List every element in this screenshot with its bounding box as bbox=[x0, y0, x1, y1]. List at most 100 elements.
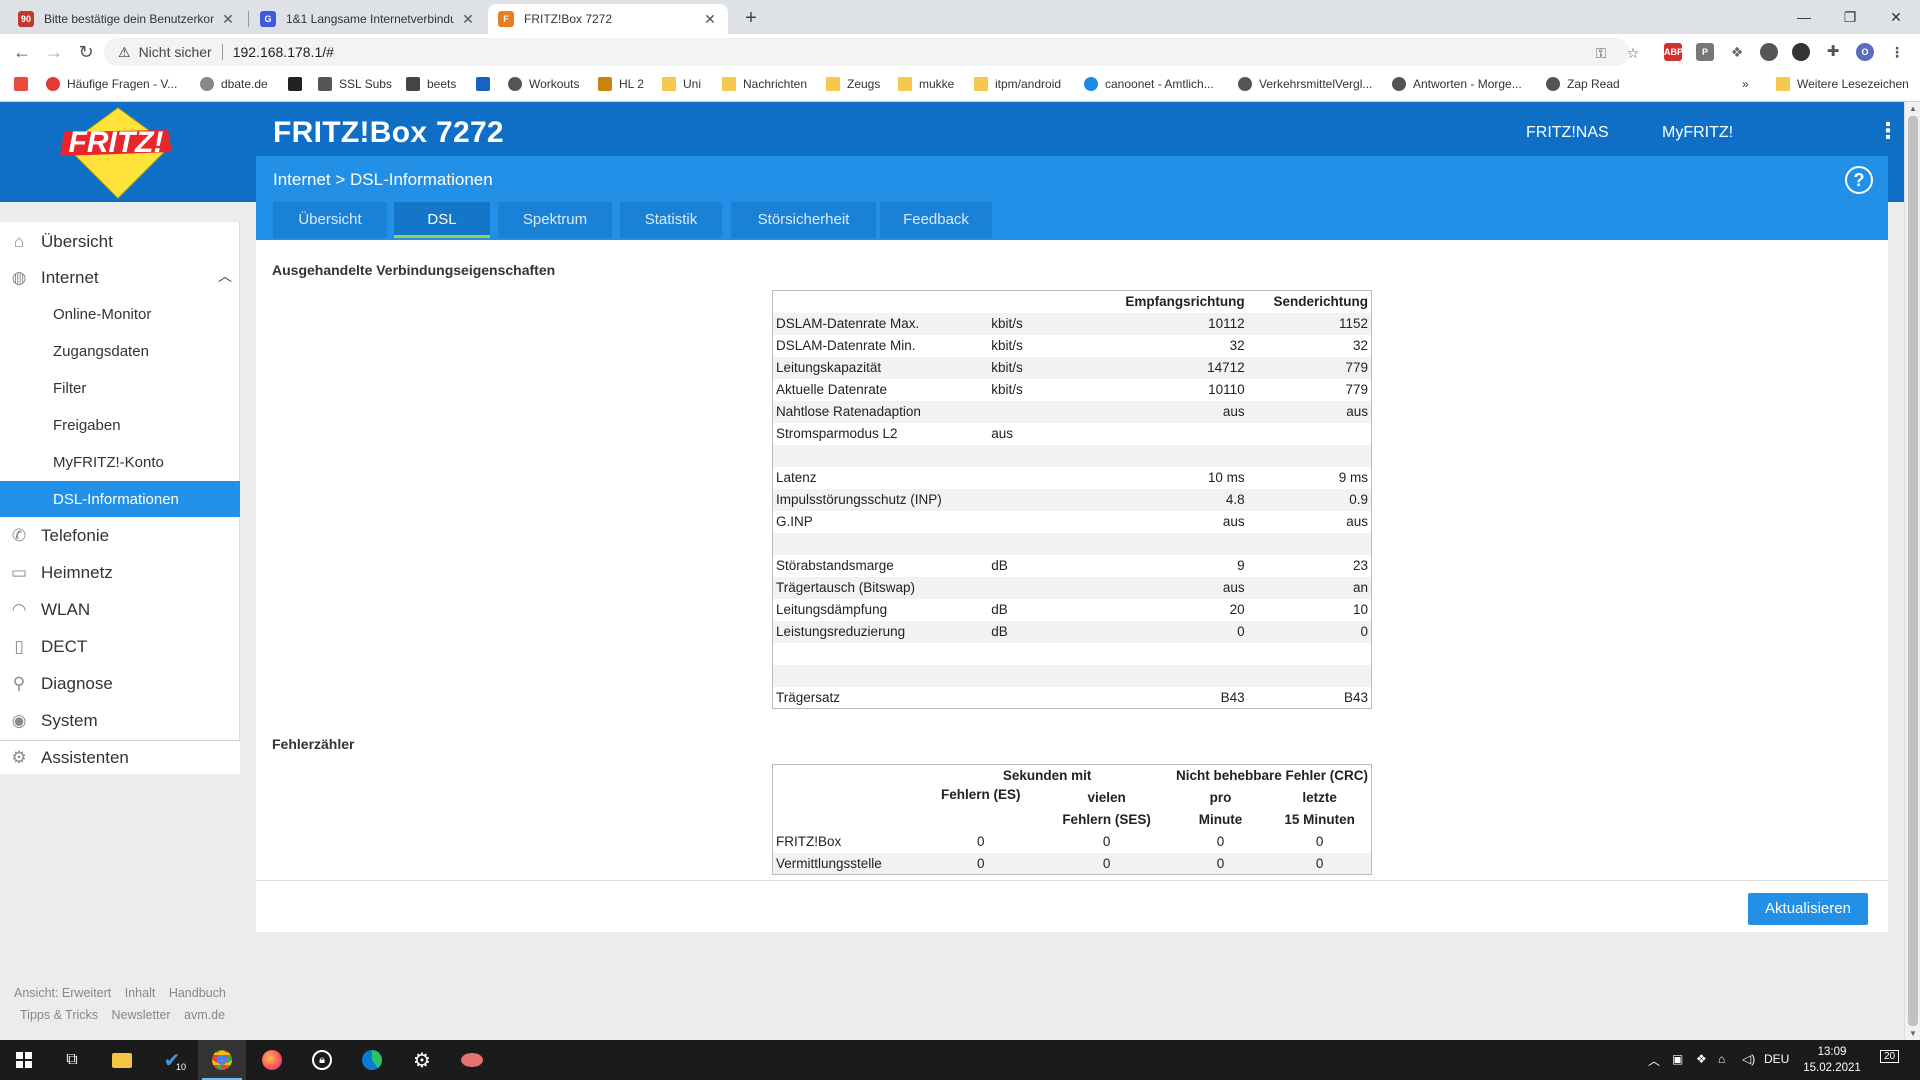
sidebar-item-diagnose[interactable]: ⚲ Diagnose bbox=[0, 666, 240, 702]
bookmark-item[interactable] bbox=[476, 77, 497, 91]
bookmark-item[interactable]: HL 2 bbox=[598, 77, 644, 91]
tab-uebersicht[interactable]: Übersicht bbox=[273, 202, 387, 238]
minimize-icon[interactable]: — bbox=[1797, 9, 1811, 25]
close-icon[interactable]: ✕ bbox=[704, 10, 716, 27]
sidebar-item-assistenten[interactable]: ⚙ Assistenten bbox=[0, 740, 240, 774]
bookmark-item[interactable] bbox=[288, 77, 309, 91]
myfritz-link[interactable]: MyFRITZ! bbox=[1662, 124, 1734, 141]
bookmark-folder[interactable]: Weitere Lesezeichen bbox=[1776, 77, 1909, 91]
kebab-menu-icon[interactable]: ⋮ bbox=[1877, 118, 1899, 143]
p-extension-icon[interactable]: P bbox=[1696, 43, 1714, 61]
footer-link-avm[interactable]: avm.de bbox=[184, 1008, 226, 1022]
scroll-up-icon[interactable]: ▲ bbox=[1909, 104, 1917, 113]
bookmark-item[interactable]: Antworten - Morge... bbox=[1392, 77, 1522, 91]
language-indicator[interactable]: DEU bbox=[1764, 1052, 1790, 1066]
tray-device-icon[interactable]: ▣ bbox=[1672, 1052, 1684, 1066]
cloud-extension-icon[interactable] bbox=[1792, 43, 1810, 61]
taskbar-clock[interactable]: 13:09 15.02.2021 bbox=[1792, 1044, 1872, 1076]
bookmark-item[interactable]: Häufige Fragen - V... bbox=[46, 77, 177, 91]
bookmark-item[interactable] bbox=[14, 77, 35, 91]
forward-icon[interactable]: → bbox=[45, 42, 63, 62]
sidebar-item-system[interactable]: ◉ System bbox=[0, 703, 240, 739]
browser-tab[interactable]: 90 Bitte bestätige dein Benutzerkonto ✕ bbox=[8, 4, 246, 34]
page-scrollbar[interactable]: ▲ ▼ bbox=[1904, 102, 1920, 1040]
password-manager-icon[interactable]: 🔒︎ bbox=[298, 1040, 346, 1080]
edge-icon[interactable] bbox=[348, 1040, 396, 1080]
close-icon[interactable]: ✕ bbox=[222, 10, 234, 27]
settings-icon[interactable]: ⚙ bbox=[413, 1049, 431, 1072]
bookmark-folder[interactable]: Zeugs bbox=[826, 77, 880, 91]
new-tab-icon[interactable]: + bbox=[745, 7, 757, 29]
browser-tab-active[interactable]: F FRITZ!Box 7272 ✕ bbox=[488, 4, 728, 34]
circle-extension-icon[interactable] bbox=[1760, 43, 1778, 61]
bookmark-item[interactable]: Workouts bbox=[508, 77, 579, 91]
bookmark-item[interactable]: VerkehrsmittelVergl... bbox=[1238, 77, 1372, 91]
tab-dsl[interactable]: DSL bbox=[394, 202, 490, 238]
reload-icon[interactable]: ↻ bbox=[78, 42, 94, 62]
footer-link-manual[interactable]: Handbuch bbox=[168, 986, 226, 1000]
tab-spektrum[interactable]: Spektrum bbox=[498, 202, 612, 238]
sidebar-sub-zugangsdaten[interactable]: Zugangsdaten bbox=[53, 342, 149, 360]
windows-start-icon[interactable] bbox=[0, 1040, 48, 1080]
bookmark-folder[interactable]: itpm/android bbox=[974, 77, 1061, 91]
sidebar-item-telefonie[interactable]: ✆ Telefonie bbox=[0, 518, 240, 554]
scroll-down-icon[interactable]: ▼ bbox=[1909, 1029, 1917, 1038]
adblock-extension-icon[interactable]: ABP bbox=[1664, 43, 1683, 61]
footer-link-view[interactable]: Ansicht: Erweitert bbox=[14, 986, 112, 1000]
fritznas-link[interactable]: FRITZ!NAS bbox=[1526, 124, 1609, 141]
bookmark-item[interactable]: dbate.de bbox=[200, 77, 268, 91]
close-window-icon[interactable]: ✕ bbox=[1890, 9, 1902, 25]
sidebar-item-dect[interactable]: ▯ DECT bbox=[0, 629, 240, 665]
address-bar[interactable]: ⚠ Nicht sicher 192.168.178.1/# bbox=[104, 38, 1630, 66]
todo-icon[interactable]: ✔ 10 bbox=[163, 1049, 187, 1072]
sidebar-sub-online-monitor[interactable]: Online-Monitor bbox=[53, 305, 152, 323]
bookmark-item[interactable]: canoonet - Amtlich... bbox=[1084, 77, 1214, 91]
sidebar-item-wlan[interactable]: ◠ WLAN bbox=[0, 592, 240, 628]
snipping-tool-icon[interactable] bbox=[448, 1040, 496, 1080]
back-icon[interactable]: ← bbox=[13, 42, 31, 62]
bookmark-folder[interactable]: Nachrichten bbox=[722, 77, 807, 91]
file-explorer-icon[interactable] bbox=[98, 1040, 146, 1080]
url-text[interactable]: 192.168.178.1/# bbox=[232, 44, 334, 60]
warning-icon[interactable]: ⚠ bbox=[118, 43, 131, 60]
sidebar-sub-freigaben[interactable]: Freigaben bbox=[53, 416, 121, 434]
restore-icon[interactable]: ❐ bbox=[1843, 9, 1857, 25]
scrollbar-thumb[interactable] bbox=[1908, 116, 1918, 1026]
tray-volume-icon[interactable]: ◁) bbox=[1742, 1052, 1756, 1066]
fritz-logo[interactable]: FRITZ! bbox=[0, 102, 256, 202]
help-icon[interactable]: ? bbox=[1845, 166, 1873, 194]
chrome-icon[interactable] bbox=[198, 1040, 246, 1080]
more-bookmarks-chevron-icon[interactable]: » bbox=[1742, 77, 1749, 91]
sidebar-sub-filter[interactable]: Filter bbox=[53, 379, 87, 397]
star-icon[interactable]: ☆ bbox=[1626, 45, 1640, 61]
key-icon[interactable]: ⚿ bbox=[1595, 45, 1607, 61]
sidebar-item-heimnetz[interactable]: ▭ Heimnetz bbox=[0, 555, 240, 591]
bookmark-folder[interactable]: Uni bbox=[662, 77, 701, 91]
insecure-label[interactable]: Nicht sicher bbox=[138, 44, 212, 60]
sidebar-item-internet[interactable]: ◍ Internet ︿ bbox=[0, 260, 240, 296]
footer-link-tips[interactable]: Tipps & Tricks bbox=[20, 1008, 99, 1022]
close-icon[interactable]: ✕ bbox=[462, 10, 474, 27]
bookmark-item[interactable]: beets bbox=[406, 77, 456, 91]
puzzle-extension-icon[interactable]: ✚ bbox=[1826, 43, 1840, 60]
profile-avatar[interactable]: O bbox=[1856, 43, 1874, 61]
bookmark-item[interactable]: Zap Read bbox=[1546, 77, 1620, 91]
sidebar-sub-dsl-informationen[interactable]: DSL-Informationen bbox=[0, 481, 240, 517]
notification-icon[interactable]: 20 bbox=[1880, 1050, 1900, 1063]
task-view-icon[interactable]: ⧉ bbox=[66, 1051, 78, 1068]
chevron-up-icon[interactable]: ︿ bbox=[218, 268, 232, 284]
refresh-button[interactable]: Aktualisieren bbox=[1748, 893, 1868, 925]
tray-dropbox-icon[interactable]: ❖ bbox=[1696, 1052, 1707, 1066]
tab-stoersicherheit[interactable]: Störsicherheit bbox=[731, 202, 876, 238]
bookmark-item[interactable]: SSL Subs bbox=[318, 77, 392, 91]
sidebar-item-uebersicht[interactable]: ⌂ Übersicht bbox=[0, 224, 240, 260]
tab-statistik[interactable]: Statistik bbox=[620, 202, 722, 238]
tab-feedback[interactable]: Feedback bbox=[880, 202, 992, 238]
dropbox-extension-icon[interactable]: ❖ bbox=[1730, 44, 1744, 60]
browser-menu-icon[interactable]: ⋮ bbox=[1890, 44, 1904, 60]
firefox-icon[interactable] bbox=[248, 1040, 296, 1080]
footer-link-newsletter[interactable]: Newsletter bbox=[111, 1008, 171, 1022]
sidebar-sub-myfritz-konto[interactable]: MyFRITZ!-Konto bbox=[53, 453, 164, 471]
browser-tab[interactable]: G 1&1 Langsame Internetverbindung ✕ bbox=[250, 4, 486, 34]
footer-link-content[interactable]: Inhalt bbox=[124, 986, 156, 1000]
